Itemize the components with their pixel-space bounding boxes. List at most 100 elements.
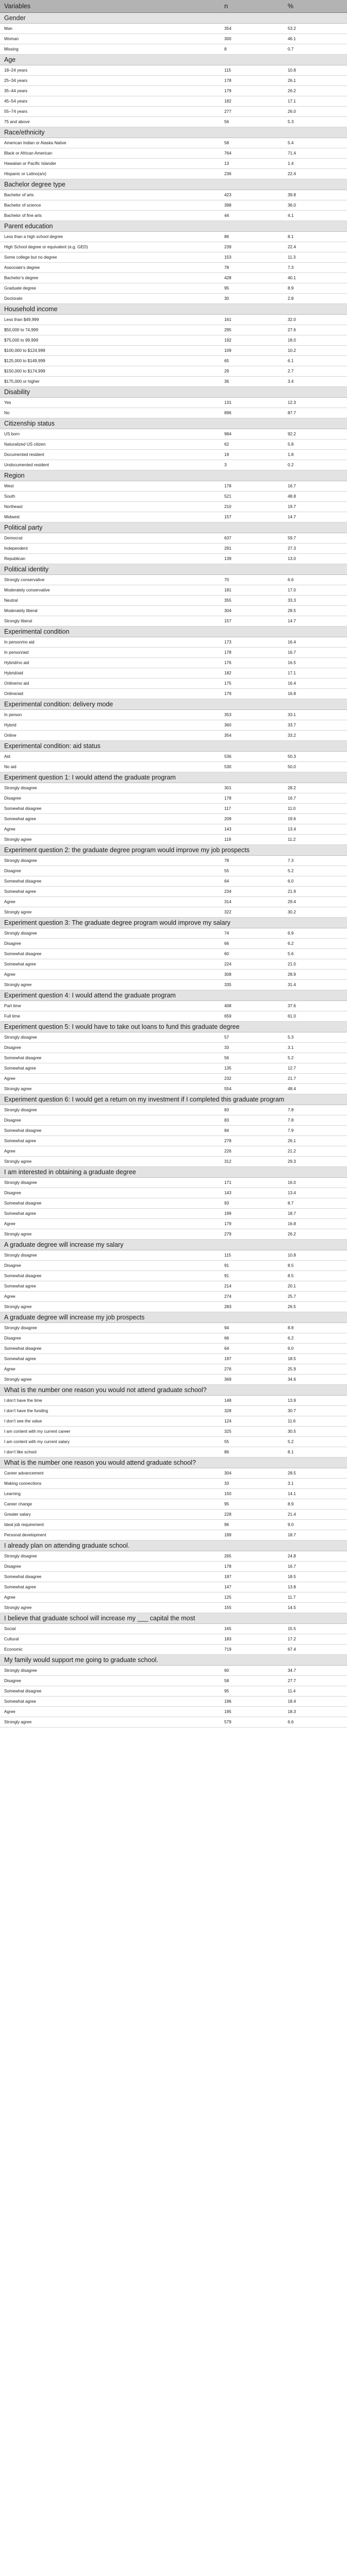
row-label: Somewhat disagree (0, 803, 220, 814)
category-header-row: Experiment question 1: I would attend th… (0, 772, 347, 783)
table-row: Ideal job requirement 96 9.0 (0, 1519, 347, 1530)
category-header-row: I believe that graduate school will incr… (0, 1613, 347, 1624)
row-count: 55 (220, 866, 284, 876)
row-label: Disagree (0, 1115, 220, 1126)
row-percent: 16.7 (284, 647, 347, 658)
category-header-row: Race/ethnicity (0, 127, 347, 138)
row-count: 56 (220, 1053, 284, 1063)
row-label: Hybrid/no aid (0, 657, 220, 668)
row-percent: 18.5 (284, 1571, 347, 1582)
category-title: Parent education (0, 221, 347, 232)
header-variables: Variables (0, 0, 220, 13)
row-percent: 34.7 (284, 1665, 347, 1676)
table-row: 25–34 years 178 26.1 (0, 75, 347, 86)
category-header-row: Citizenship status (0, 418, 347, 429)
row-count: 175 (220, 678, 284, 689)
row-percent: 61.0 (284, 1011, 347, 1022)
row-label: 25–34 years (0, 75, 220, 86)
row-count: 29 (220, 366, 284, 377)
table-row: Economic 719 67.4 (0, 1644, 347, 1655)
row-percent: 92.2 (284, 429, 347, 439)
table-row: Moderately liberal 304 28.5 (0, 605, 347, 616)
table-row: Strongly disagree 265 24.8 (0, 1551, 347, 1562)
row-percent: 11.4 (284, 1686, 347, 1697)
category-title: I believe that graduate school will incr… (0, 1613, 347, 1624)
category-header-row: Political identity (0, 564, 347, 575)
row-percent: 71.4 (284, 148, 347, 159)
row-count: 178 (220, 481, 284, 492)
row-label: In person/aid (0, 647, 220, 658)
table-row: In person/aid 178 16.7 (0, 647, 347, 658)
row-percent: 16.7 (284, 793, 347, 804)
row-count: 554 (220, 1083, 284, 1094)
row-percent: 18.0 (284, 335, 347, 346)
row-label: $100,000 to $124,999 (0, 345, 220, 356)
table-row: $175,000 or higher 36 3.4 (0, 376, 347, 387)
category-title: A graduate degree will increase my job p… (0, 1312, 347, 1323)
table-row: Somewhat agree 234 21.9 (0, 886, 347, 897)
row-percent: 10.8 (284, 65, 347, 76)
row-percent: 6.9 (284, 928, 347, 939)
table-row: Strongly disagree 94 8.8 (0, 1323, 347, 1333)
table-row: Strongly conservative 70 6.6 (0, 574, 347, 585)
row-percent: 14.7 (284, 512, 347, 522)
table-row: Bachelor’s degree 428 40.1 (0, 273, 347, 283)
row-label: 35–44 years (0, 86, 220, 96)
row-label: $175,000 or higher (0, 376, 220, 387)
row-percent: 8.7 (284, 1198, 347, 1209)
row-label: Man (0, 23, 220, 34)
row-percent: 6.6 (284, 1717, 347, 1727)
category-header-row: What is the number one reason you would … (0, 1457, 347, 1468)
table-row: High School degree or equivalent (e.g. G… (0, 242, 347, 252)
row-count: 536 (220, 751, 284, 762)
row-percent: 9.0 (284, 1519, 347, 1530)
row-label: Strongly agree (0, 1602, 220, 1613)
row-count: 60 (220, 1665, 284, 1676)
row-percent: 2.7 (284, 366, 347, 377)
row-count: 83 (220, 1105, 284, 1115)
category-title: Experimental condition: delivery mode (0, 699, 347, 710)
row-count: 95 (220, 283, 284, 294)
row-percent: 3.4 (284, 376, 347, 387)
row-percent: 7.9 (284, 1125, 347, 1136)
row-count: 19 (220, 449, 284, 460)
row-count: 178 (220, 1561, 284, 1572)
table-row: Strongly agree 335 31.4 (0, 979, 347, 990)
category-title: I already plan on attending graduate sch… (0, 1540, 347, 1551)
table-row: Somewhat disagree 84 7.9 (0, 1125, 347, 1136)
row-count: 521 (220, 491, 284, 502)
category-header-row: Experiment question 6: I would get a ret… (0, 1094, 347, 1105)
row-percent: 1.4 (284, 158, 347, 169)
row-count: 117 (220, 803, 284, 814)
row-count: 295 (220, 325, 284, 335)
row-count: 408 (220, 1001, 284, 1011)
row-count: 64 (220, 1343, 284, 1354)
row-percent: 14.1 (284, 1488, 347, 1499)
row-count: 171 (220, 1177, 284, 1188)
category-title: Experiment question 1: I would attend th… (0, 772, 347, 783)
row-label: Somewhat agree (0, 1208, 220, 1219)
row-count: 91 (220, 1260, 284, 1271)
row-label: Strongly agree (0, 1374, 220, 1385)
table-row: $100,000 to $124,999 109 10.2 (0, 345, 347, 356)
row-label: Agree (0, 969, 220, 980)
table-row: Strongly disagree 115 10.8 (0, 1250, 347, 1261)
row-percent: 21.0 (284, 959, 347, 970)
row-count: 78 (220, 855, 284, 866)
row-count: 234 (220, 886, 284, 897)
row-count: 94 (220, 1323, 284, 1333)
row-percent: 5.2 (284, 1436, 347, 1447)
row-label: Ideal job requirement (0, 1519, 220, 1530)
table-row: Strongly liberal 157 14.7 (0, 616, 347, 626)
row-count: 355 (220, 595, 284, 606)
row-label: Independent (0, 543, 220, 554)
row-label: Agree (0, 1592, 220, 1603)
row-label: Hybrid (0, 720, 220, 731)
row-percent: 11.7 (284, 1592, 347, 1603)
row-count: 157 (220, 512, 284, 522)
row-percent: 33.3 (284, 595, 347, 606)
row-count: 66 (220, 938, 284, 949)
row-percent: 0.7 (284, 44, 347, 55)
table-row: Somewhat agree 214 20.1 (0, 1281, 347, 1292)
row-percent: 13.8 (284, 1582, 347, 1592)
